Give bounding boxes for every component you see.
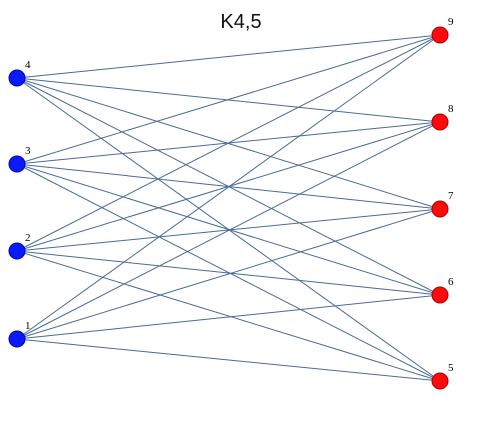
vertex-label-4: 4: [25, 59, 31, 71]
vertex-3: [8, 155, 26, 173]
vertex-label-3: 3: [25, 145, 31, 157]
vertex-label-8: 8: [448, 103, 454, 115]
vertex-4: [8, 69, 26, 87]
edge-1-7: [16, 208, 441, 340]
edge-2-9: [16, 34, 441, 252]
vertex-2: [8, 242, 26, 260]
vertex-group: [8, 26, 449, 390]
edge-group: [16, 34, 441, 382]
vertex-6: [431, 286, 449, 304]
edge-1-5: [16, 338, 441, 382]
vertex-label-5: 5: [448, 362, 454, 374]
vertex-1: [8, 330, 26, 348]
vertex-8: [431, 113, 449, 131]
vertex-label-6: 6: [448, 276, 454, 288]
edge-2-5: [16, 250, 441, 382]
edge-1-8: [16, 121, 441, 340]
vertex-label-7: 7: [448, 190, 454, 202]
edge-1-6: [16, 294, 441, 340]
vertex-label-9: 9: [448, 16, 454, 28]
edge-3-9: [16, 34, 441, 165]
edge-2-6: [16, 250, 441, 296]
graph-title: K4,5: [220, 11, 261, 33]
edge-4-9: [16, 34, 441, 79]
edge-1-9: [16, 34, 441, 340]
vertex-label-1: 1: [25, 320, 31, 332]
vertex-9: [431, 26, 449, 44]
vertex-5: [431, 372, 449, 390]
vertex-label-2: 2: [25, 232, 31, 244]
vertex-label-group: 4 3 2 1 9 8 7 6 5: [25, 16, 454, 374]
vertex-7: [431, 200, 449, 218]
